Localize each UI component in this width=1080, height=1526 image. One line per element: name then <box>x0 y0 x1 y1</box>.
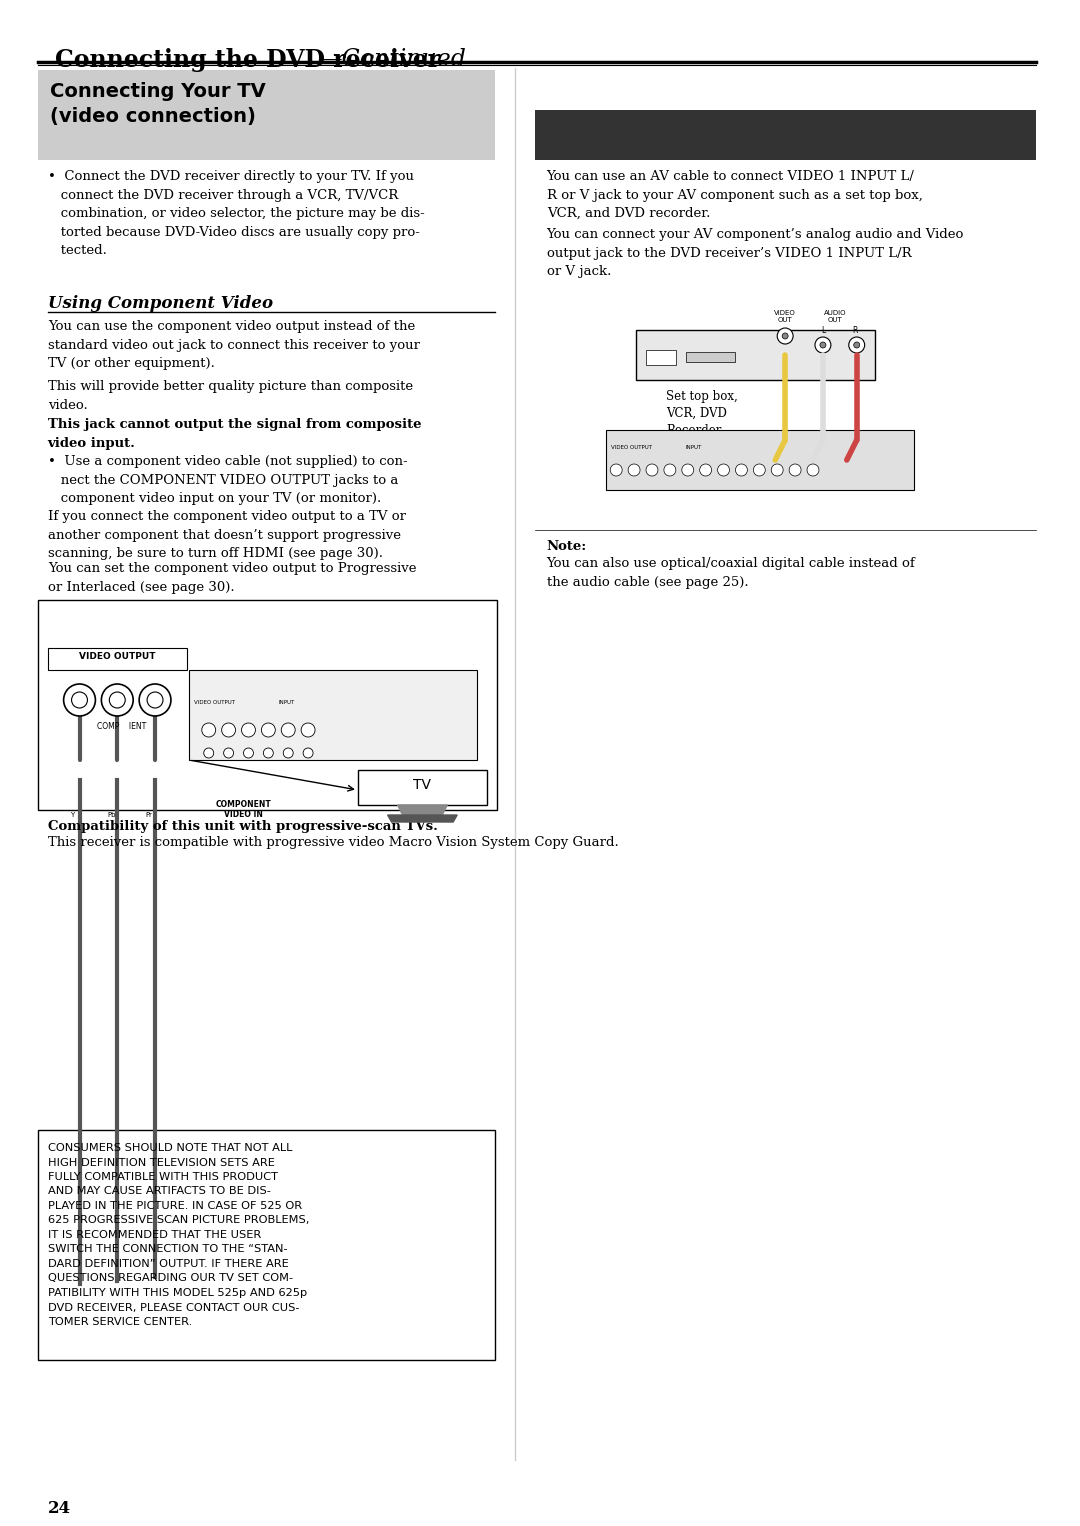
Bar <box>686 353 735 362</box>
Text: Y: Y <box>69 812 73 818</box>
Text: You can set the component video output to Progressive
or Interlaced (see page 30: You can set the component video output t… <box>48 562 416 594</box>
Text: SWITCH THE CONNECTION TO THE “STAN-: SWITCH THE CONNECTION TO THE “STAN- <box>48 1245 287 1254</box>
Polygon shape <box>397 806 447 815</box>
Text: —Continued: —Continued <box>318 47 465 72</box>
Circle shape <box>283 748 293 758</box>
Text: If you connect the component video output to a TV or
another component that does: If you connect the component video outpu… <box>48 510 406 560</box>
Text: Using Component Video: Using Component Video <box>48 295 273 311</box>
Text: COMPONENT
VIDEO IN: COMPONENT VIDEO IN <box>216 800 271 819</box>
Circle shape <box>853 342 860 348</box>
Text: 625 PROGRESSIVE SCAN PICTURE PROBLEMS,: 625 PROGRESSIVE SCAN PICTURE PROBLEMS, <box>48 1216 309 1225</box>
FancyBboxPatch shape <box>38 600 497 810</box>
Bar <box>646 349 676 365</box>
Text: Pb: Pb <box>107 812 116 818</box>
FancyBboxPatch shape <box>606 430 915 490</box>
Circle shape <box>789 464 801 476</box>
Circle shape <box>147 691 163 708</box>
Text: You can use an AV cable to connect VIDEO 1 INPUT L/
R or V jack to your AV compo: You can use an AV cable to connect VIDEO… <box>546 169 922 220</box>
Circle shape <box>681 464 693 476</box>
Circle shape <box>700 464 712 476</box>
Text: DARD DEFINITION” OUTPUT. IF THERE ARE: DARD DEFINITION” OUTPUT. IF THERE ARE <box>48 1259 288 1270</box>
Text: VIDEO OUTPUT: VIDEO OUTPUT <box>193 700 234 705</box>
Circle shape <box>782 333 788 339</box>
Text: •  Use a component video cable (not supplied) to con-
   nect the COMPONENT VIDE: • Use a component video cable (not suppl… <box>48 455 407 505</box>
Text: AUDIO
OUT: AUDIO OUT <box>824 310 846 324</box>
Text: PATIBILITY WITH THIS MODEL 525p AND 625p: PATIBILITY WITH THIS MODEL 525p AND 625p <box>48 1288 307 1299</box>
Text: R: R <box>852 327 858 336</box>
Circle shape <box>64 684 95 716</box>
Circle shape <box>717 464 729 476</box>
Text: INPUT: INPUT <box>279 700 295 705</box>
Circle shape <box>778 328 793 343</box>
Text: INPUT: INPUT <box>686 446 702 450</box>
Text: This receiver is compatible with progressive video Macro Vision System Copy Guar: This receiver is compatible with progres… <box>48 836 619 848</box>
Text: CONSUMERS SHOULD NOTE THAT NOT ALL: CONSUMERS SHOULD NOTE THAT NOT ALL <box>48 1143 292 1154</box>
Text: DVD RECEIVER, PLEASE CONTACT OUR CUS-: DVD RECEIVER, PLEASE CONTACT OUR CUS- <box>48 1303 299 1312</box>
Circle shape <box>629 464 640 476</box>
Circle shape <box>224 748 233 758</box>
Circle shape <box>261 723 275 737</box>
Circle shape <box>109 691 125 708</box>
Circle shape <box>303 748 313 758</box>
Text: VIDEO
OUT: VIDEO OUT <box>774 310 796 324</box>
Text: Compatibility of this unit with progressive-scan TVs.: Compatibility of this unit with progress… <box>48 819 437 833</box>
Text: QUESTIONS REGARDING OUR TV SET COM-: QUESTIONS REGARDING OUR TV SET COM- <box>48 1274 293 1283</box>
FancyBboxPatch shape <box>636 330 875 380</box>
Circle shape <box>820 342 826 348</box>
Circle shape <box>281 723 295 737</box>
Circle shape <box>102 684 133 716</box>
Circle shape <box>771 464 783 476</box>
Text: L: L <box>821 327 825 336</box>
Polygon shape <box>357 771 487 806</box>
FancyBboxPatch shape <box>38 1129 495 1360</box>
Circle shape <box>815 337 831 353</box>
Circle shape <box>204 748 214 758</box>
Text: COMP    IENT: COMP IENT <box>97 722 147 731</box>
Text: Note:: Note: <box>546 540 586 552</box>
Circle shape <box>849 337 865 353</box>
FancyBboxPatch shape <box>48 649 187 670</box>
Text: Connecting Other AV Component: Connecting Other AV Component <box>546 82 909 101</box>
Circle shape <box>242 723 256 737</box>
Text: PLAYED IN THE PICTURE. IN CASE OF 525 OR: PLAYED IN THE PICTURE. IN CASE OF 525 OR <box>48 1201 301 1212</box>
Text: You can also use optical/coaxial digital cable instead of
the audio cable (see p: You can also use optical/coaxial digital… <box>546 557 916 589</box>
Text: Set top box,
VCR, DVD
Recorder: Set top box, VCR, DVD Recorder <box>666 391 738 436</box>
Text: Pr: Pr <box>145 812 152 818</box>
Text: You can connect your AV component’s analog audio and Video
output jack to the DV: You can connect your AV component’s anal… <box>546 227 964 278</box>
Text: AND MAY CAUSE ARTIFACTS TO BE DIS-: AND MAY CAUSE ARTIFACTS TO BE DIS- <box>48 1187 271 1196</box>
Text: FULLY COMPATIBLE WITH THIS PRODUCT: FULLY COMPATIBLE WITH THIS PRODUCT <box>48 1172 278 1183</box>
FancyBboxPatch shape <box>38 70 495 160</box>
Circle shape <box>221 723 235 737</box>
Circle shape <box>754 464 766 476</box>
Circle shape <box>202 723 216 737</box>
Text: 24: 24 <box>48 1500 71 1517</box>
Circle shape <box>264 748 273 758</box>
Circle shape <box>646 464 658 476</box>
Circle shape <box>243 748 254 758</box>
Circle shape <box>807 464 819 476</box>
Circle shape <box>71 691 87 708</box>
Circle shape <box>610 464 622 476</box>
Text: TV: TV <box>414 778 431 792</box>
Text: This jack cannot output the signal from composite
video input.: This jack cannot output the signal from … <box>48 418 421 450</box>
Text: IT IS RECOMMENDED THAT THE USER: IT IS RECOMMENDED THAT THE USER <box>48 1230 261 1241</box>
Polygon shape <box>388 815 457 823</box>
Circle shape <box>735 464 747 476</box>
Text: •  Connect the DVD receiver directly to your TV. If you
   connect the DVD recei: • Connect the DVD receiver directly to y… <box>48 169 424 256</box>
Circle shape <box>301 723 315 737</box>
Text: Connecting the DVD receiver: Connecting the DVD receiver <box>55 47 440 72</box>
Text: TOMER SERVICE CENTER.: TOMER SERVICE CENTER. <box>48 1317 192 1328</box>
Text: HIGH DEFINITION TELEVISION SETS ARE: HIGH DEFINITION TELEVISION SETS ARE <box>48 1158 274 1167</box>
FancyBboxPatch shape <box>189 670 477 760</box>
Circle shape <box>139 684 171 716</box>
Text: VIDEO OUTPUT: VIDEO OUTPUT <box>79 652 156 661</box>
Text: Connecting Your TV
(video connection): Connecting Your TV (video connection) <box>50 82 266 127</box>
Text: VIDEO OUTPUT: VIDEO OUTPUT <box>611 446 652 450</box>
FancyBboxPatch shape <box>535 110 1036 160</box>
Text: You can use the component video output instead of the
standard video out jack to: You can use the component video output i… <box>48 320 420 369</box>
Circle shape <box>664 464 676 476</box>
Text: This will provide better quality picture than composite
video.: This will provide better quality picture… <box>48 380 413 412</box>
